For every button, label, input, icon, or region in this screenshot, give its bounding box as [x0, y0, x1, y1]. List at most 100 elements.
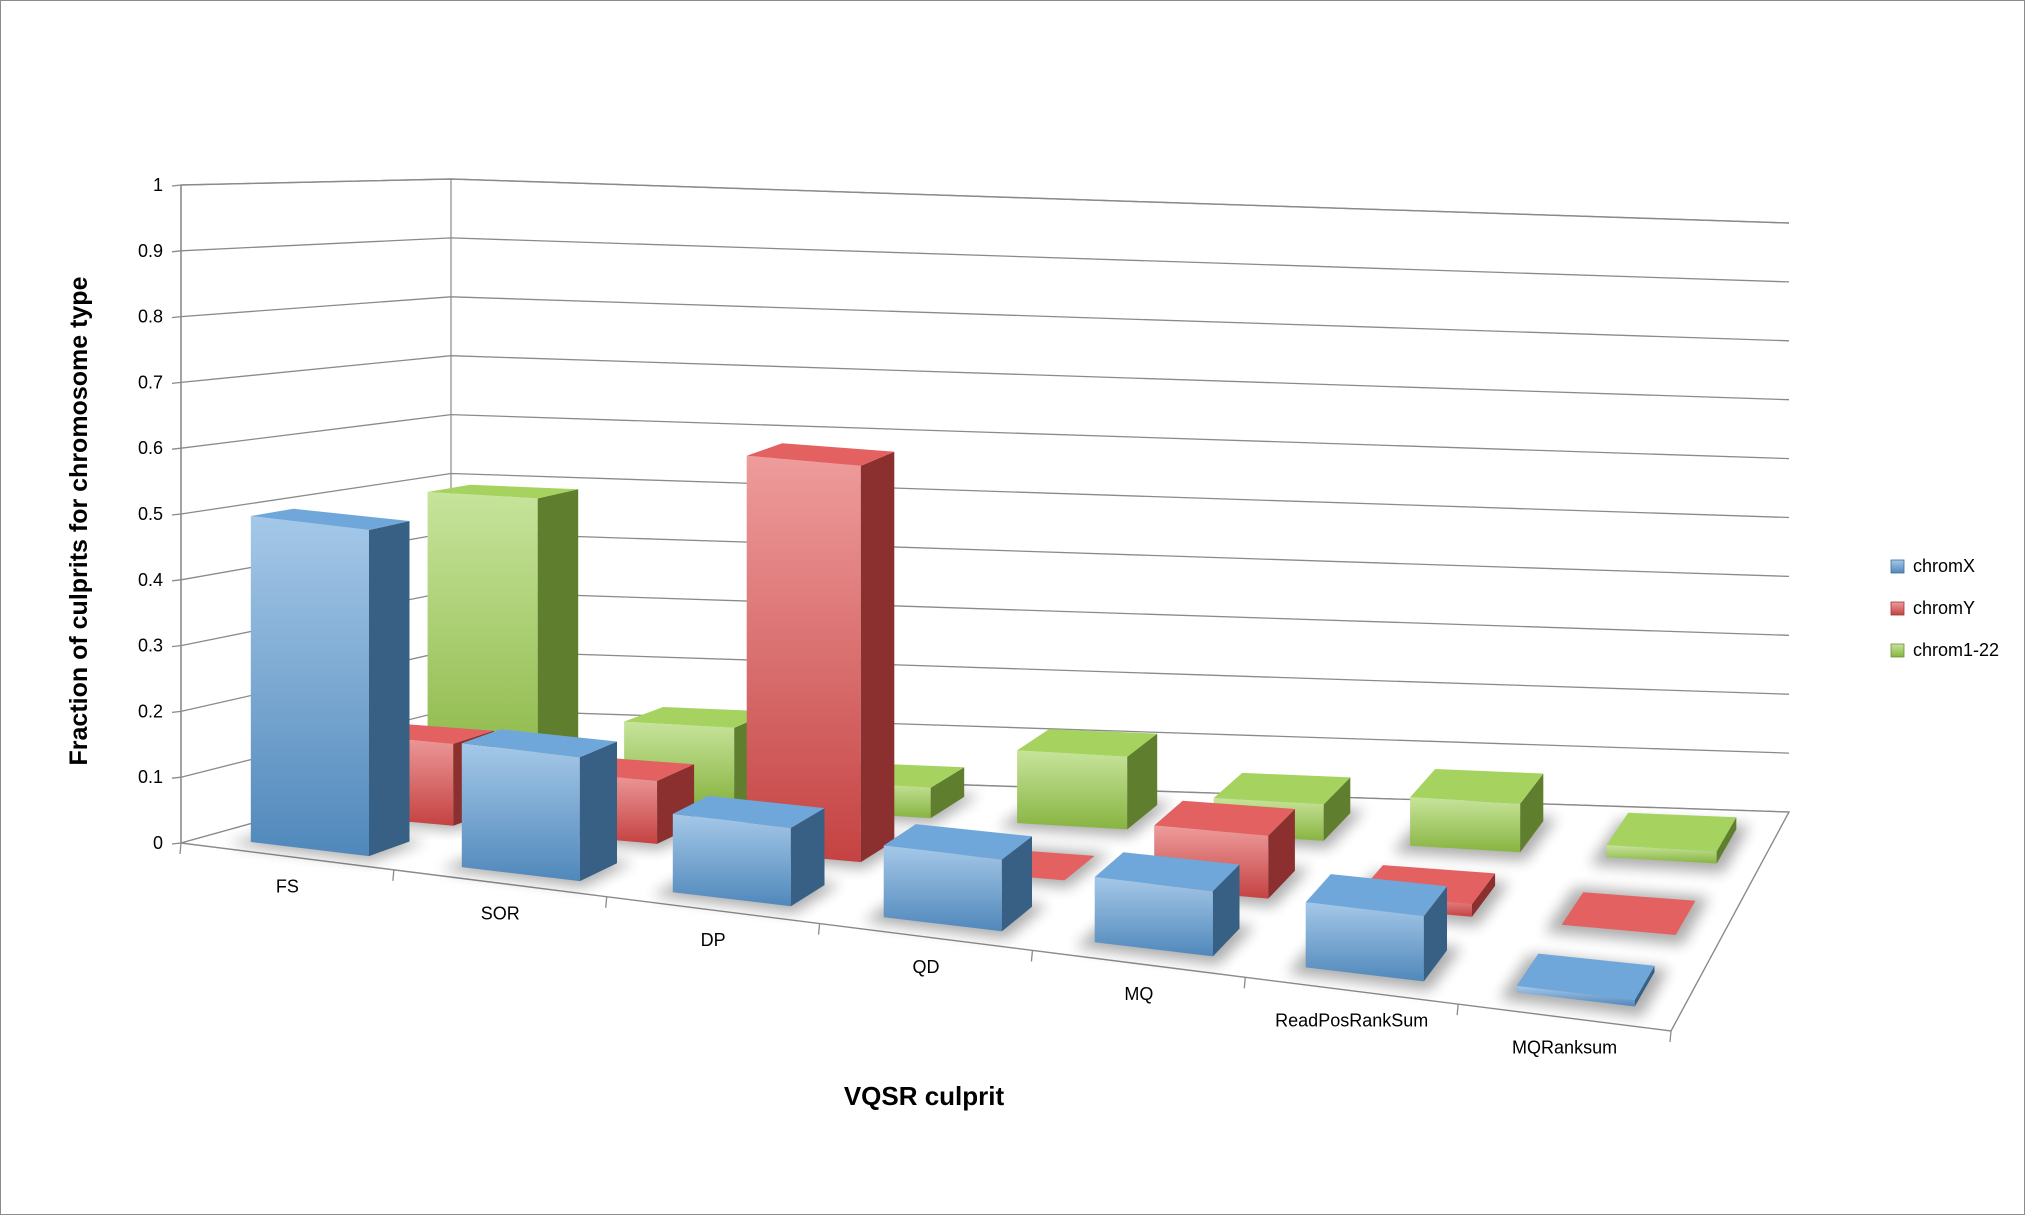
legend-swatch — [1890, 643, 1905, 658]
x-tick-mark — [1243, 977, 1246, 989]
x-tick-label: MQ — [1124, 984, 1153, 1004]
bar-top — [250, 508, 410, 530]
y-tick-label: 0.9 — [138, 241, 163, 261]
bar-top — [672, 795, 825, 828]
y-tick-mark — [171, 184, 182, 187]
bar-front — [883, 845, 1002, 932]
bar-top — [1094, 852, 1240, 892]
bar-MQRanksum-chromX — [1516, 953, 1655, 1007]
x-tick-labels: FS SOR DP QD MQ ReadPosRankSum MQRanksum — [276, 876, 1617, 1057]
y-tick-label: 0.3 — [138, 636, 163, 656]
gridline — [180, 355, 1790, 401]
x-axis-title: VQSR culprit — [844, 1081, 1005, 1111]
bars — [250, 443, 1737, 1007]
bar-QD-chromX — [883, 824, 1032, 932]
bar-DP-chromX — [672, 795, 825, 907]
x-tick-label: SOR — [481, 903, 520, 923]
bar-SOR-chromX — [461, 729, 617, 882]
bar-front — [250, 516, 369, 857]
legend-swatch — [1890, 559, 1905, 574]
bar-front — [746, 455, 861, 863]
bar-top — [1017, 729, 1158, 757]
y-tick-label: 0.4 — [138, 570, 163, 590]
gridline — [180, 531, 1790, 581]
y-tick-mark — [171, 315, 182, 319]
gridline — [180, 296, 1790, 342]
bar-MQ-chromY — [1154, 800, 1295, 899]
bar-front — [461, 743, 580, 882]
x-tick-label: ReadPosRankSum — [1275, 1011, 1428, 1031]
bar-front — [1094, 877, 1213, 957]
bar-front — [1516, 985, 1635, 1007]
bar-FS-chrom1-22 — [427, 484, 579, 796]
x-tick-mark — [605, 896, 608, 908]
x-tick-label: QD — [913, 957, 940, 977]
y-tick-label: 0.2 — [138, 701, 163, 721]
bar-FS-chromX — [250, 508, 410, 857]
bar-top — [746, 443, 895, 466]
bar-side — [1268, 809, 1295, 899]
bar-top — [1213, 772, 1351, 805]
bar-side — [860, 451, 895, 863]
x-tick-mark — [392, 869, 395, 881]
bar-MQRanksum-chrom1-22 — [1606, 812, 1737, 864]
y-tick-label: 0.7 — [138, 372, 163, 392]
bar-top — [1305, 874, 1447, 917]
legend-swatch — [1890, 601, 1905, 616]
bar-side — [1472, 873, 1496, 917]
x-tick-mark — [817, 923, 821, 935]
y-tick-label: 0.1 — [138, 767, 163, 787]
bar-front — [1410, 797, 1521, 853]
bar-top — [1561, 892, 1696, 935]
x-tick-label: DP — [701, 930, 726, 950]
bar-side — [1001, 836, 1032, 932]
y-tick-mark — [171, 250, 182, 253]
bar-top — [883, 824, 1032, 860]
y-tick-mark — [171, 381, 182, 385]
bar-side — [1634, 965, 1655, 1007]
y-tick-mark — [171, 710, 182, 714]
bar-top — [427, 484, 579, 499]
bar-top — [461, 729, 617, 758]
bar-ReadPosRankSum-chrom1-22 — [1410, 769, 1544, 853]
y-axis-title: Fraction of culprits for chromosome type — [65, 276, 93, 765]
bar-side — [369, 521, 410, 857]
bar-side — [1423, 886, 1447, 982]
bar-ReadPosRankSum-chromX — [1305, 874, 1447, 982]
y-tick-label: 1 — [153, 175, 163, 195]
bar-side — [1323, 777, 1351, 841]
legend-label: chromX — [1913, 556, 1975, 576]
bar-front — [672, 813, 791, 907]
y-tick-mark — [171, 513, 182, 516]
x-tick-label: FS — [276, 876, 299, 896]
legend: chromX chromY chrom1-22 — [1890, 556, 1999, 660]
y-tick-mark — [171, 579, 182, 582]
x-tick-label: MQRanksum — [1512, 1038, 1617, 1058]
gridline — [180, 472, 1790, 519]
bar-top — [624, 707, 772, 728]
x-tick-mark — [1669, 1030, 1672, 1043]
bar-MQRanksum-chromY — [1561, 892, 1696, 935]
y-tick-mark — [171, 842, 182, 845]
bar-side — [790, 808, 825, 907]
x-tick-mark — [179, 842, 182, 855]
gridline — [180, 649, 1790, 713]
bar-front — [427, 492, 538, 796]
bar-front — [1305, 902, 1424, 982]
gridline — [180, 590, 1790, 647]
gridline — [180, 413, 1790, 460]
y-tick-label: 0.6 — [138, 438, 163, 458]
y-tick-mark — [171, 447, 182, 450]
bar-side — [1127, 733, 1158, 830]
y-tick-mark — [171, 776, 182, 779]
bar-front — [1017, 750, 1128, 830]
bar-top — [1154, 800, 1295, 836]
bar-side — [930, 767, 965, 819]
y-tick-label: 0.8 — [138, 307, 163, 327]
legend-label: chrom1-22 — [1913, 640, 1999, 660]
bar-top — [1410, 769, 1544, 804]
y-tick-mark — [171, 644, 182, 648]
bar-QD-chrom1-22 — [1017, 729, 1158, 830]
